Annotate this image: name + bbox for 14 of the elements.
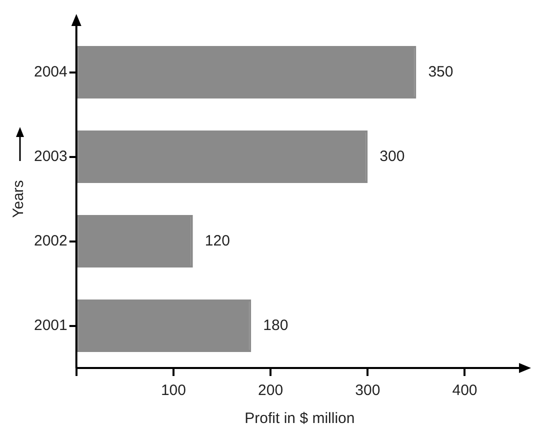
x-tick-label: 100 [160,382,186,400]
data-label: 120 [204,232,230,250]
y-tick-label: 2003 [34,148,68,165]
y-tick-label: 2001 [34,316,68,334]
x-tick-label: 400 [452,382,478,400]
x-axis-title: Profit in $ million [244,410,355,428]
y-tick-label: 2004 [34,63,68,80]
data-label: 300 [380,148,405,165]
x-tick-label: 200 [258,382,284,400]
y-tick-label: 2002 [34,232,68,250]
y-axis-title: Years [10,180,28,218]
data-label: 180 [263,316,288,334]
x-tick-label: 300 [355,382,380,400]
data-label: 350 [428,63,454,80]
